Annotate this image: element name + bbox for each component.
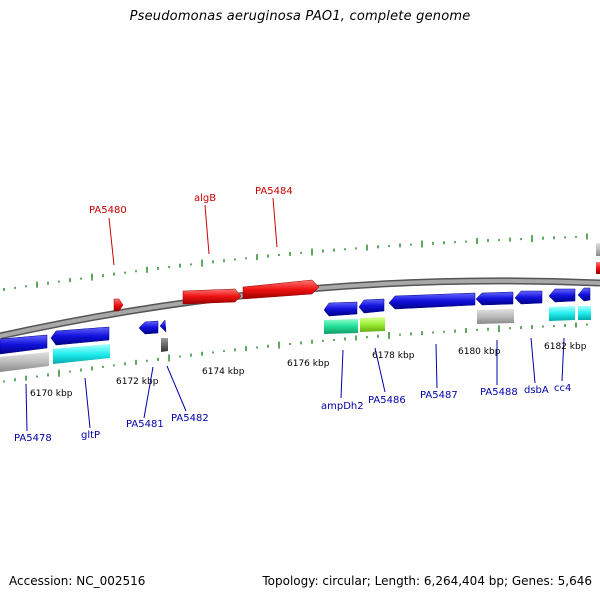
gene-arrow-edge-grey[interactable] — [596, 243, 600, 256]
gene-label-pa5487[interactable]: PA5487 — [420, 390, 458, 401]
rna-features — [0, 306, 591, 372]
feature-grey-pa5488[interactable] — [477, 309, 514, 324]
gene-label-gltp[interactable]: gltP — [81, 430, 100, 441]
gene-arrow-gltp[interactable] — [50, 326, 110, 346]
gene-label-pa5478[interactable]: PA5478 — [14, 433, 52, 444]
label-leader-lines — [25, 197, 565, 432]
scale-labels: 6170 kbp 6172 kbp 6174 kbp 6176 kbp 6178… — [30, 342, 587, 399]
scale-label: 6178 kbp — [372, 351, 415, 361]
gene-label-pa5488[interactable]: PA5488 — [480, 387, 518, 398]
scale-label: 6180 kbp — [458, 347, 501, 357]
gene-arrow-pa5481[interactable] — [138, 320, 159, 335]
gene-arrow-pa5482[interactable] — [159, 319, 167, 333]
accession-text: Accession: NC_002516 — [9, 574, 146, 588]
scale-label: 6176 kbp — [287, 359, 330, 369]
map-title: Pseudomonas aeruginosa PAO1, complete ge… — [129, 9, 471, 24]
reverse-gene-labels: PA5478 gltP PA5481 PA5482 ampDh2 PA5486 … — [14, 383, 571, 444]
scale-label: 6174 kbp — [202, 367, 245, 377]
gene-label-dsba[interactable]: dsbA — [524, 385, 549, 396]
gene-arrow-edge-blue[interactable] — [577, 287, 591, 302]
feature-cyan-edge[interactable] — [578, 306, 591, 320]
gene-arrow-pa5488[interactable] — [475, 291, 514, 306]
feature-green-ampdh2[interactable] — [324, 319, 358, 334]
feature-lime-pa5486[interactable] — [360, 317, 385, 332]
gene-arrow-pa5484[interactable] — [242, 279, 320, 300]
scale-label: 6170 kbp — [30, 389, 73, 399]
gc-skew-ticks-lower — [3, 322, 588, 383]
gene-arrow-ampdh2[interactable] — [323, 301, 358, 317]
gene-arrow-pa5486[interactable] — [358, 298, 385, 314]
gene-arrow-dsba[interactable] — [514, 290, 543, 305]
scale-label: 6182 kbp — [544, 342, 587, 352]
gene-arrow-algb[interactable] — [182, 288, 242, 305]
genome-summary-text: Topology: circular; Length: 6,264,404 bp… — [262, 574, 592, 588]
gene-label-pa5486[interactable]: PA5486 — [368, 395, 406, 406]
reverse-strand-genes — [0, 287, 591, 355]
gene-label-pa5482[interactable]: PA5482 — [171, 413, 209, 424]
feature-dark-pa5482[interactable] — [161, 338, 168, 352]
gene-arrow-pa5480[interactable] — [113, 298, 124, 312]
feature-cyan-cc4[interactable] — [549, 306, 575, 321]
gene-arrow-pa5478[interactable] — [0, 334, 48, 355]
feature-grey-left[interactable] — [0, 352, 49, 372]
gc-skew-ticks-upper — [3, 233, 588, 291]
gene-label-pa5484[interactable]: PA5484 — [255, 186, 293, 197]
feature-cyan-gltp[interactable] — [53, 344, 110, 364]
gene-arrow-edge-red[interactable] — [596, 262, 600, 274]
gene-arrow-pa5487[interactable] — [388, 292, 476, 310]
scale-label: 6172 kbp — [116, 377, 159, 387]
gene-label-pa5481[interactable]: PA5481 — [126, 419, 164, 430]
gene-arrow-cc4[interactable] — [548, 288, 576, 303]
gene-label-ampdh2[interactable]: ampDh2 — [321, 401, 364, 412]
forward-gene-labels: PA5480 algB PA5484 — [89, 186, 293, 216]
gene-label-algb[interactable]: algB — [194, 193, 216, 204]
gene-label-pa5480[interactable]: PA5480 — [89, 205, 127, 216]
forward-strand-genes — [113, 243, 600, 312]
gene-label-cc4[interactable]: cc4 — [554, 383, 571, 394]
